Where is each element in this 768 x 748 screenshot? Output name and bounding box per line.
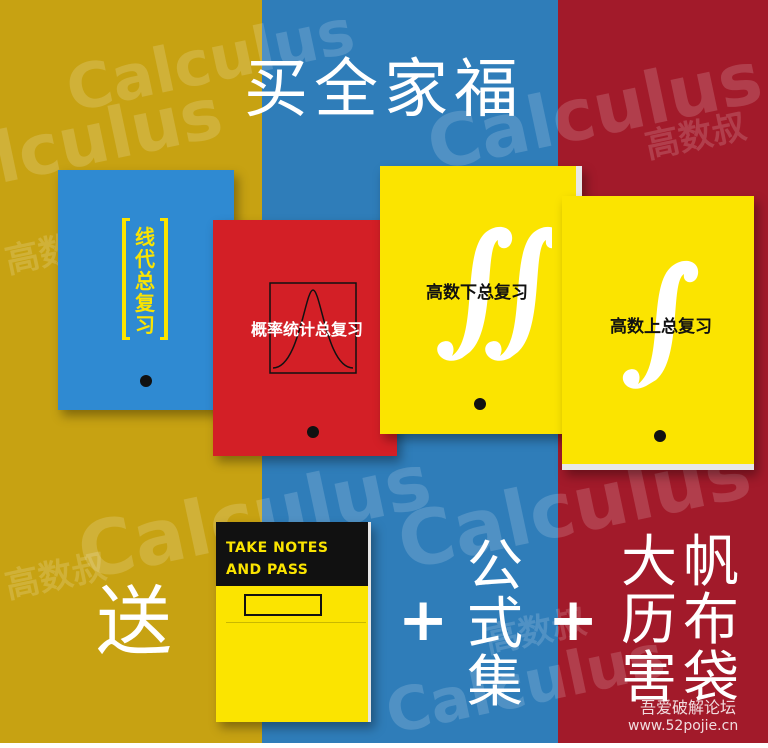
notebook-title-line2: AND PASS bbox=[226, 562, 309, 578]
bag-char: 布 bbox=[683, 588, 739, 653]
gift-label: 送 bbox=[96, 577, 172, 666]
bracket-cover-top bbox=[130, 214, 160, 224]
page-title: 买全家福 bbox=[244, 53, 524, 127]
calendar-char: 大 bbox=[621, 530, 677, 595]
publisher-logo bbox=[140, 375, 152, 387]
bag-char: 袋 bbox=[683, 646, 739, 711]
notebook: TAKE NOTES AND PASS bbox=[216, 522, 371, 722]
site-name: 吾爱破解论坛 bbox=[640, 698, 737, 717]
book-title: 高数上总复习 bbox=[610, 317, 712, 337]
bag-char: 帆 bbox=[683, 530, 739, 595]
calendar-char: 历 bbox=[621, 588, 677, 653]
plus-sign: + bbox=[548, 585, 599, 655]
book-linear-algebra: 线代总复习 bbox=[58, 170, 234, 410]
publisher-logo bbox=[307, 426, 319, 438]
plus-sign: + bbox=[398, 585, 449, 655]
book-title: 线代总复习 bbox=[135, 225, 155, 337]
notebook-nameplate bbox=[244, 594, 322, 616]
notebook-title-line1: TAKE NOTES bbox=[226, 540, 329, 556]
bracket-cover-bottom bbox=[130, 334, 160, 344]
integral-icon bbox=[622, 260, 699, 389]
bell-curve-icon bbox=[269, 282, 357, 374]
book-calculus-1: 高数上总复习 bbox=[562, 196, 754, 470]
book-calculus-2: 高数下总复习 bbox=[380, 166, 582, 434]
site-url: www.52pojie.cn bbox=[628, 718, 739, 734]
calendar-char: 害 bbox=[621, 646, 677, 711]
notebook-header bbox=[216, 522, 368, 586]
formula-char: 公 bbox=[467, 534, 523, 599]
publisher-logo bbox=[654, 430, 666, 442]
formula-char: 集 bbox=[467, 650, 523, 715]
book-probability: 概率统计总复习 bbox=[213, 220, 397, 456]
publisher-logo bbox=[474, 398, 486, 410]
book-title: 高数下总复习 bbox=[426, 283, 528, 303]
book-title: 概率统计总复习 bbox=[251, 320, 364, 339]
integral-icon bbox=[437, 226, 552, 361]
notebook-line bbox=[226, 622, 366, 623]
formula-char: 式 bbox=[467, 592, 523, 657]
